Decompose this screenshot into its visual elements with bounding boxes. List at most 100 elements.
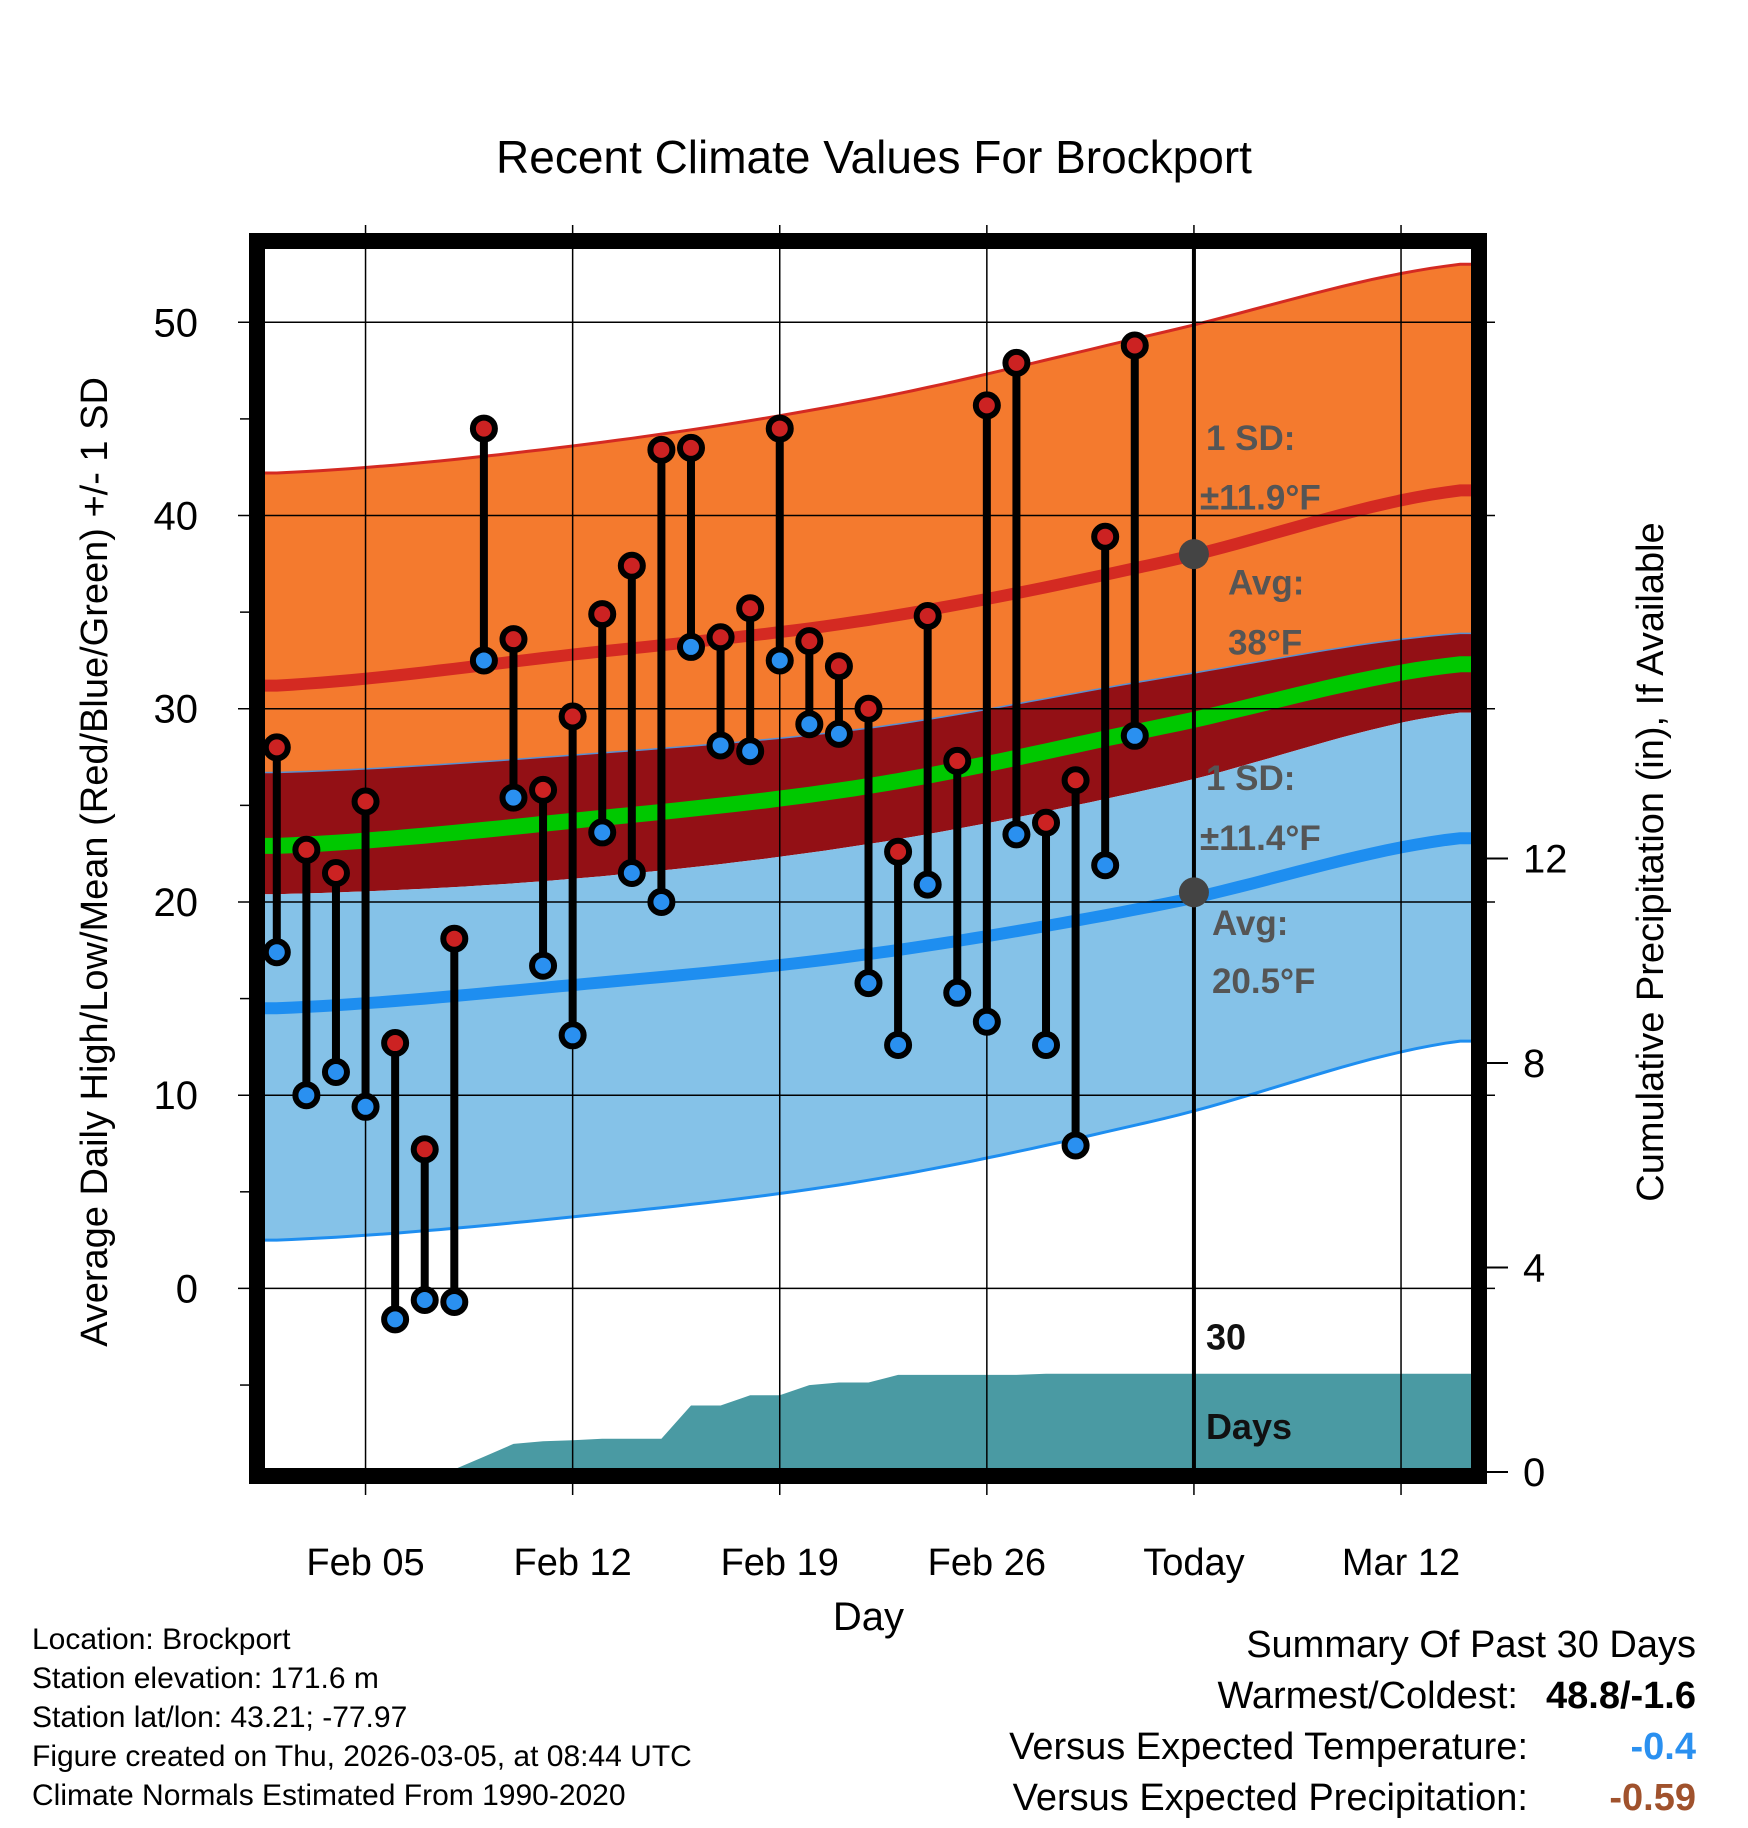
days-count-label: 30 [1206,1316,1246,1357]
low-sd-label: 1 SD: [1206,759,1295,798]
day-bar-17 [765,414,794,675]
day-bar-19 [824,652,853,748]
low-point [588,818,617,847]
day-bar-29 [1120,331,1149,750]
low-point [617,858,646,887]
day-bar-5 [410,1135,439,1315]
station-info: Location: Brockport Station elevation: 1… [32,1620,692,1815]
high-point [824,652,853,681]
y-tick-label-5: 50 [154,301,199,345]
low-point [1061,1131,1090,1160]
high-point [795,627,824,656]
high-point [440,924,469,953]
precip-label: Versus Expected Precipitation: [1012,1777,1528,1819]
precip-value: -0.59 [1609,1777,1696,1819]
days-text-label: Days [1206,1406,1292,1447]
day-bar-20 [854,694,883,998]
high-sd-value: ±11.9°F [1200,479,1321,518]
x-tick-label-0: Feb 05 [306,1542,424,1584]
high-point [351,787,380,816]
day-bar-2 [321,858,350,1087]
x-axis-label: Day [833,1595,904,1639]
x-tick-label-3: Feb 26 [928,1542,1046,1584]
high-point [706,623,735,652]
high-point [884,837,913,866]
high-point [1002,348,1031,377]
low-point [499,783,528,812]
y-tick-label-0: 0 [176,1267,198,1311]
high-point [1091,522,1120,551]
low-point [647,887,676,916]
high-point [588,600,617,629]
high-upper-line [262,262,1475,475]
low-lower-line [262,1039,1475,1242]
normal-high-line [262,484,1475,692]
high-point [1032,808,1061,837]
day-bar-8 [499,625,528,812]
day-bar-13 [647,435,676,916]
day-bar-14 [676,433,705,661]
day-bar-25 [1002,348,1031,849]
high-point [647,435,676,464]
annotations: 1 SD: ±11.9°F Avg: 38°F 1 SD: ±11.4°F Avg: 20.5… [1178,419,1321,1447]
low-point [469,646,498,675]
elevation-text: Station elevation: 171.6 m [32,1662,379,1695]
y2-tick-label-2: 8 [1523,1042,1545,1086]
location-text: Location: Brockport [32,1623,291,1656]
low-point [410,1286,439,1315]
precipitation-area [276,1373,1475,1472]
high-point [943,746,972,775]
low-point [972,1007,1001,1036]
x-tick-label-5: Mar 12 [1342,1542,1460,1584]
low-point [351,1092,380,1121]
x-tick-label-4: Today [1143,1542,1244,1584]
high-point [617,551,646,580]
temp-value: -0.4 [1630,1726,1696,1768]
y2-tick-label-3: 12 [1523,838,1568,882]
day-bar-10 [558,702,587,1050]
day-bar-21 [884,837,913,1059]
high-point [558,702,587,731]
high-sd-band [262,264,1475,773]
day-bar-11 [588,600,617,847]
high-point [972,391,1001,420]
high-point [381,1029,410,1058]
warm-cold-value: 48.8/-1.6 [1546,1675,1696,1717]
day-bar-15 [706,623,735,760]
day-bar-9 [529,775,558,980]
plot-frame [249,233,1487,1484]
high-point [262,733,291,762]
low-avg-label: Avg: [1212,904,1288,943]
normals-text: Climate Normals Estimated From 1990-2020 [32,1779,626,1812]
created-text: Figure created on Thu, 2026-03-05, at 08… [32,1740,692,1773]
high-point [854,694,883,723]
day-bar-23 [943,746,972,1007]
day-bar-26 [1032,808,1061,1059]
precip-row: Versus Expected Precipitation: -0.59 [1009,1773,1696,1824]
high-avg-dot [1178,539,1209,570]
high-point [321,858,350,887]
day-bar-22 [913,601,942,899]
low-point [529,951,558,980]
day-bar-4 [381,1029,410,1334]
low-point [884,1030,913,1059]
low-sd-value: ±11.4°F [1200,819,1321,858]
day-bar-1 [292,835,321,1110]
warm-cold-label: Warmest/Coldest: [1217,1675,1518,1717]
low-point [736,737,765,766]
low-point [1002,820,1031,849]
low-point [913,870,942,899]
low-point [1032,1030,1061,1059]
day-bar-12 [617,551,646,887]
day-bar-0 [262,733,291,967]
low-point [706,731,735,760]
day-bar-28 [1091,522,1120,880]
day-bar-27 [1061,766,1090,1160]
y-tick-label-3: 30 [154,688,199,732]
high-point [1061,766,1090,795]
low-point [321,1058,350,1087]
high-point [529,775,558,804]
low-point [943,978,972,1007]
y-axis-label: Average Daily High/Low/Mean (Red/Blue/Gr… [74,377,116,1347]
high-avg-value: 38°F [1228,624,1302,663]
